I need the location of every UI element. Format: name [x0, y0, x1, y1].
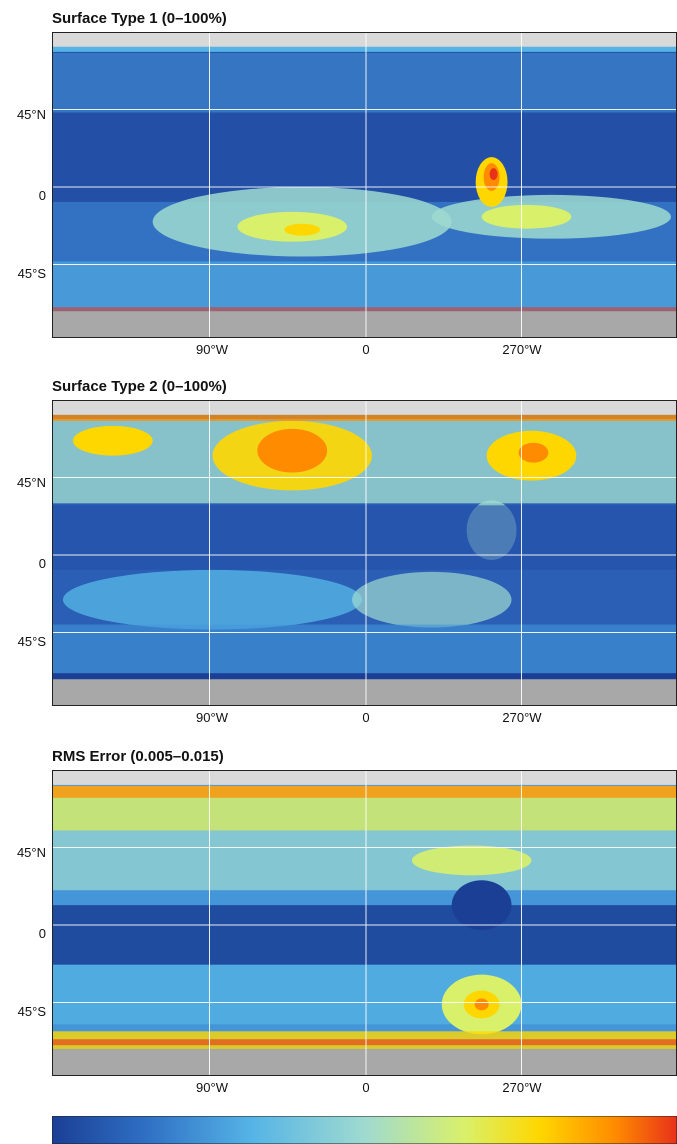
y-label-0: 0: [38, 926, 46, 941]
map-svg: [53, 33, 676, 337]
map-surface-type-2: [52, 400, 677, 706]
x-label-0: 0: [362, 1080, 370, 1095]
x-label-270w: 270°W: [502, 710, 542, 725]
panel-title: RMS Error (0.005–0.015): [52, 748, 224, 765]
map-svg: [53, 771, 676, 1075]
x-label-90w: 90°W: [196, 342, 228, 357]
map-surface-type-1: [52, 32, 677, 338]
y-label-45n: 45°N: [16, 475, 46, 490]
panel-title: Surface Type 2 (0–100%): [52, 378, 227, 395]
x-label-90w: 90°W: [196, 1080, 228, 1095]
y-label-0: 0: [38, 556, 46, 571]
y-label-0: 0: [38, 188, 46, 203]
y-label-45n: 45°N: [16, 845, 46, 860]
y-label-45s: 45°S: [17, 266, 46, 281]
panel-title: Surface Type 1 (0–100%): [52, 10, 227, 27]
map-svg: [53, 401, 676, 705]
panel-rms-error: RMS Error (0.005–0.015) 45°N 0 45°S: [0, 748, 677, 1108]
y-label-45n: 45°N: [16, 107, 46, 122]
x-label-270w: 270°W: [502, 342, 542, 357]
map-rms-error: [52, 770, 677, 1076]
colorbar: [52, 1116, 677, 1144]
y-label-45s: 45°S: [17, 1004, 46, 1019]
x-label-90w: 90°W: [196, 710, 228, 725]
panel-surface-type-1: Surface Type 1 (0–100%) 45°N 0 45°S: [0, 10, 677, 370]
x-label-0: 0: [362, 342, 370, 357]
y-label-45s: 45°S: [17, 634, 46, 649]
x-label-0: 0: [362, 710, 370, 725]
x-label-270w: 270°W: [502, 1080, 542, 1095]
colorbar-svg: [52, 1116, 677, 1144]
panel-surface-type-2: Surface Type 2 (0–100%) 45°N 0 45°S: [0, 378, 677, 738]
